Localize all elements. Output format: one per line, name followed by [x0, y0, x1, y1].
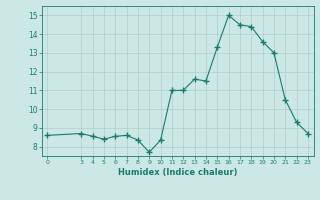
X-axis label: Humidex (Indice chaleur): Humidex (Indice chaleur)	[118, 168, 237, 177]
